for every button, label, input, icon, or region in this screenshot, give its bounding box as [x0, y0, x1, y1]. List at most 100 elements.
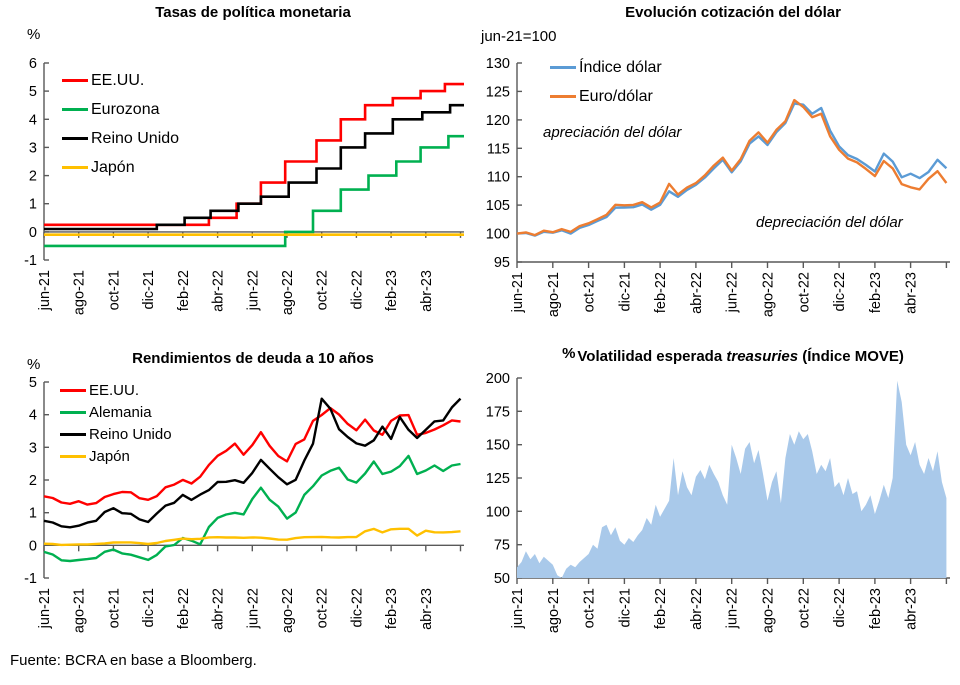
series-jap-n	[43, 527, 461, 547]
svg-text:4: 4	[29, 112, 37, 128]
legend-label-alemania: Alemania	[89, 403, 152, 421]
svg-text:ago-22: ago-22	[761, 588, 777, 633]
svg-text:3: 3	[29, 440, 37, 456]
svg-text:abr-23: abr-23	[419, 588, 435, 630]
legend-swatch-eurozona	[62, 108, 88, 111]
svg-text:75: 75	[494, 538, 510, 554]
svg-text:ago-22: ago-22	[280, 588, 296, 633]
svg-text:abr-23: abr-23	[904, 588, 920, 630]
svg-text:jun-21: jun-21	[510, 588, 526, 629]
svg-text:oct-22: oct-22	[796, 272, 812, 312]
svg-text:feb-22: feb-22	[653, 272, 669, 313]
svg-text:feb-23: feb-23	[384, 270, 400, 311]
svg-text:0: 0	[29, 538, 37, 554]
svg-text:feb-22: feb-22	[653, 588, 669, 629]
svg-text:ago-21: ago-21	[546, 272, 562, 317]
dollar-title: Evolución cotización del dólar	[625, 4, 841, 21]
svg-text:-1: -1	[24, 253, 37, 269]
svg-text:1: 1	[29, 197, 37, 213]
svg-text:oct-21: oct-21	[106, 588, 122, 628]
svg-text:feb-22: feb-22	[176, 588, 192, 629]
policy-rates-y-unit: %	[27, 26, 41, 43]
legend-item-japon: Japón	[62, 153, 179, 182]
series-ee-uu	[43, 406, 461, 506]
svg-text:feb-23: feb-23	[868, 588, 884, 629]
svg-text:jun-21: jun-21	[510, 272, 526, 313]
svg-text:125: 125	[486, 471, 510, 487]
svg-text:3: 3	[29, 140, 37, 156]
svg-text:ago-22: ago-22	[761, 272, 777, 317]
svg-text:abr-22: abr-22	[211, 588, 227, 630]
legend-swatch-euro-dolar	[550, 95, 576, 98]
svg-text:95: 95	[494, 255, 510, 271]
series-alemania	[43, 454, 461, 563]
legend-item-japon: Japón	[60, 445, 172, 467]
svg-text:2: 2	[29, 169, 37, 185]
svg-text:dic-21: dic-21	[141, 588, 157, 628]
chart-yields: 5 4 3 2 1 0 -1 jun-21 ago-21 oct-21 dic-21 feb-22 ab…	[0, 340, 480, 652]
legend-label-japon: Japón	[91, 158, 135, 176]
svg-text:abr-23: abr-23	[904, 272, 920, 314]
svg-text:130: 130	[486, 56, 510, 72]
svg-text:feb-22: feb-22	[176, 270, 192, 311]
svg-text:100: 100	[486, 504, 510, 520]
svg-text:5: 5	[29, 84, 37, 100]
svg-text:abr-22: abr-22	[689, 272, 705, 314]
chart-dollar: 130 125 120 115 110 105 100 95 jun-21 ago-21 oct-2…	[480, 0, 960, 340]
yields-legend: EE.UU. Alemania Reino Unido Japón	[60, 379, 172, 467]
series-reino-unido	[44, 103, 464, 231]
svg-text:150: 150	[486, 438, 510, 454]
legend-label-eurozona: Eurozona	[91, 100, 160, 118]
svg-text:ago-22: ago-22	[280, 270, 296, 315]
svg-text:1: 1	[29, 506, 37, 522]
move-title-italic: treasuries	[726, 348, 799, 365]
legend-swatch-indice-dolar	[550, 66, 576, 69]
move-title-suffix: (Índice MOVE)	[798, 348, 904, 365]
svg-text:oct-21: oct-21	[582, 272, 598, 312]
svg-text:dic-22: dic-22	[832, 588, 848, 628]
yields-title: Rendimientos de deuda a 10 años	[132, 350, 374, 367]
legend-swatch-eeuu	[62, 79, 88, 82]
legend-item-eeuu: EE.UU.	[60, 379, 172, 401]
series-reino-unido	[43, 397, 462, 529]
svg-text:feb-23: feb-23	[868, 272, 884, 313]
svg-text:dic-21: dic-21	[617, 272, 633, 312]
svg-text:oct-21: oct-21	[582, 588, 598, 628]
dollar-legend: Índice dólar Euro/dólar	[550, 53, 662, 111]
svg-text:4: 4	[29, 408, 37, 424]
legend-swatch-japon	[60, 454, 86, 458]
legend-item-alemania: Alemania	[60, 401, 172, 423]
svg-text:dic-22: dic-22	[349, 588, 365, 628]
svg-text:110: 110	[487, 170, 510, 186]
legend-label-reino-unido: Reino Unido	[91, 129, 180, 147]
svg-text:feb-23: feb-23	[384, 588, 400, 629]
svg-text:ago-21: ago-21	[72, 270, 88, 315]
svg-text:175: 175	[486, 404, 510, 420]
legend-swatch-eeuu	[60, 388, 86, 392]
move-y-unit: %	[562, 345, 576, 362]
svg-text:5: 5	[29, 375, 37, 391]
svg-text:dic-22: dic-22	[832, 272, 848, 312]
series-ndice-d-lar	[516, 102, 948, 237]
svg-text:6: 6	[29, 56, 37, 72]
svg-text:jun-21: jun-21	[37, 270, 53, 311]
legend-label-reino-unido: Reino Unido	[89, 425, 172, 443]
svg-text:105: 105	[486, 198, 510, 214]
series-eurozona	[44, 134, 464, 248]
legend-label-indice-dolar: Índice dólar	[579, 58, 662, 76]
svg-text:0: 0	[29, 225, 37, 241]
svg-text:abr-22: abr-22	[689, 588, 705, 630]
svg-text:ago-21: ago-21	[72, 588, 88, 633]
legend-item-eeuu: EE.UU.	[62, 66, 179, 95]
annotation-depreciacion: depreciación del dólar	[756, 214, 903, 231]
svg-text:jun-22: jun-22	[245, 270, 261, 311]
legend-item-euro-dolar: Euro/dólar	[550, 82, 662, 111]
move-title-text: Volatilidad esperada	[577, 348, 727, 365]
policy-rates-title: Tasas de política monetaria	[155, 4, 351, 21]
